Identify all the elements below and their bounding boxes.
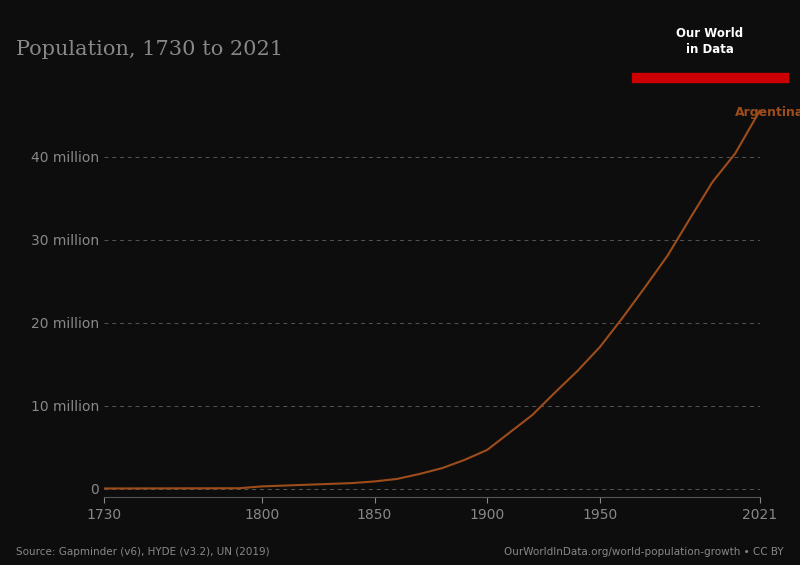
- Text: OurWorldInData.org/world-population-growth • CC BY: OurWorldInData.org/world-population-grow…: [504, 546, 784, 557]
- Text: Argentina: Argentina: [735, 106, 800, 119]
- Text: Population, 1730 to 2021: Population, 1730 to 2021: [16, 40, 283, 59]
- Text: Source: Gapminder (v6), HYDE (v3.2), UN (2019): Source: Gapminder (v6), HYDE (v3.2), UN …: [16, 546, 270, 557]
- Text: Our World
in Data: Our World in Data: [677, 27, 743, 56]
- Bar: [632, 73, 788, 82]
